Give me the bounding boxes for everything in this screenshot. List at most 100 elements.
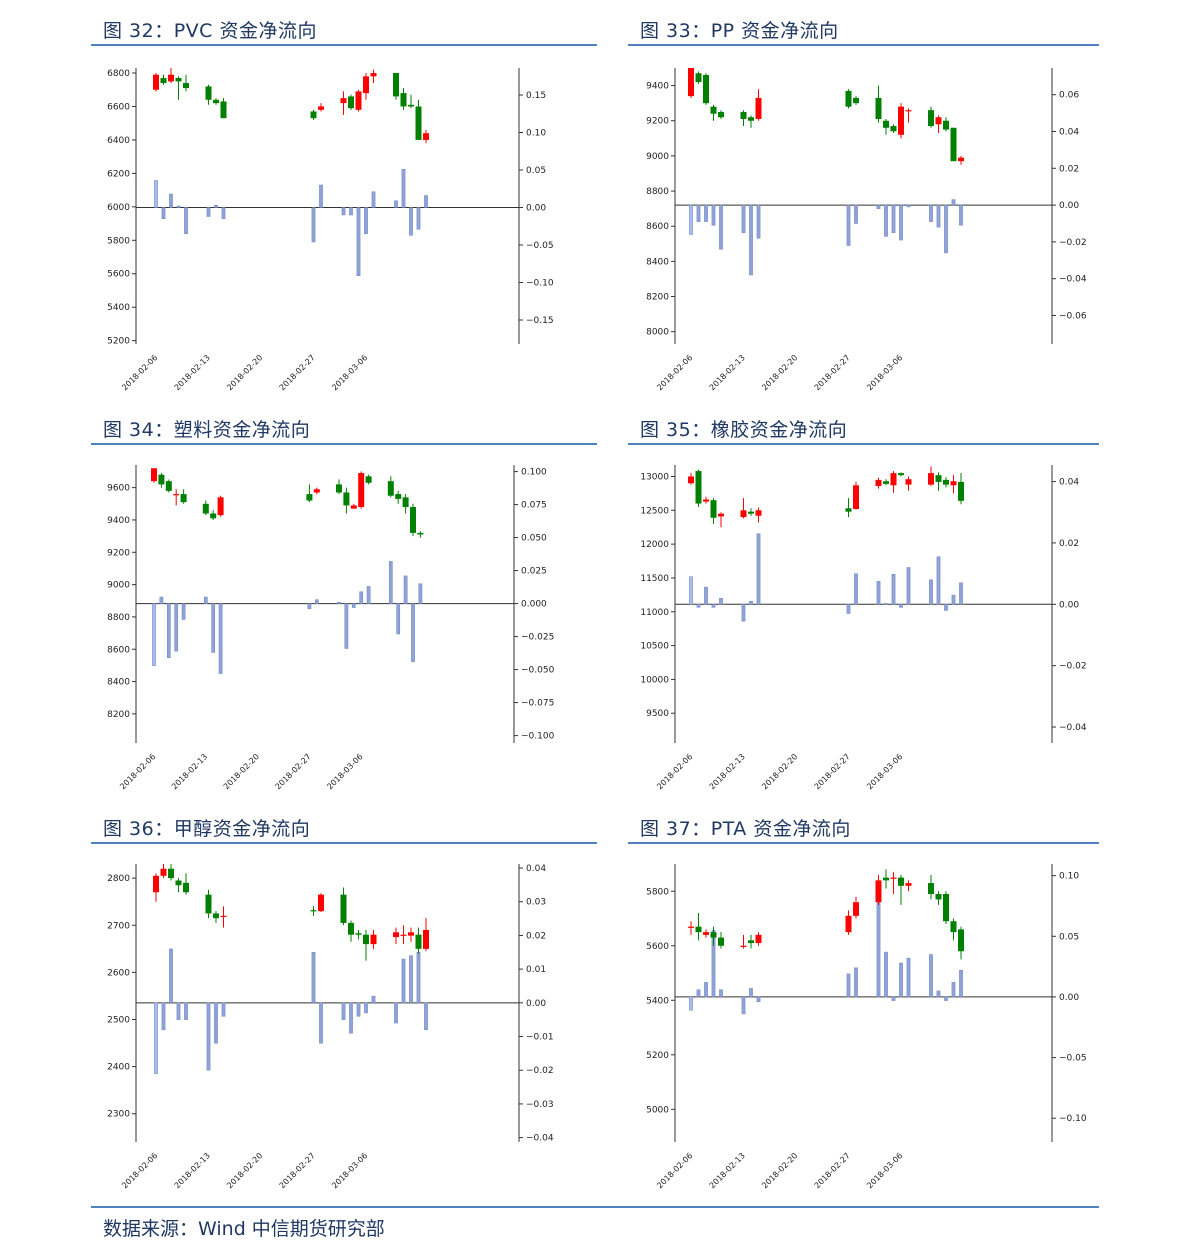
candle-body <box>213 913 219 919</box>
flow-bar <box>756 204 761 239</box>
flow-bar <box>944 204 948 254</box>
flow-bar <box>696 989 701 998</box>
y-tick-label: 8800 <box>646 187 669 197</box>
x-tick-label: 2018-02-27 <box>278 353 317 392</box>
candle-body <box>408 932 414 936</box>
y2-tick-label: 0.00 <box>526 204 546 214</box>
candle-body <box>205 86 212 100</box>
flow-bar <box>936 204 941 228</box>
candle-body <box>748 117 754 121</box>
y-tick-label: 2700 <box>107 921 130 931</box>
flow-bar <box>899 204 903 241</box>
flow-bar <box>719 989 723 998</box>
flow-bar <box>704 204 708 222</box>
candle-body <box>950 127 957 162</box>
y-tick-label: 2600 <box>107 968 130 978</box>
flow-bar <box>152 603 156 666</box>
y-tick-label: 9600 <box>107 484 130 494</box>
y2-tick-label: −0.075 <box>521 699 554 709</box>
y-tick-label: 8600 <box>107 645 130 655</box>
title-rule <box>628 443 1099 445</box>
flow-bar <box>704 586 708 605</box>
flow-bar <box>719 204 723 250</box>
candle-body <box>350 505 357 509</box>
candle-body <box>740 111 747 119</box>
flow-bar <box>364 1002 368 1014</box>
x-tick-label: 2018-03-06 <box>330 353 369 392</box>
candle-body <box>175 880 182 886</box>
flow-bar <box>936 556 941 605</box>
flow-bar <box>349 207 353 216</box>
bottom-rule <box>91 1206 1099 1208</box>
title-rule <box>91 44 597 46</box>
y2-tick-label: 0.15 <box>526 91 546 101</box>
flow-bar <box>876 581 881 605</box>
candle-body <box>310 910 317 912</box>
y2-tick-label: −0.050 <box>521 666 555 676</box>
flow-bar <box>711 204 716 226</box>
candle-body <box>710 932 717 938</box>
candle-body <box>318 894 324 912</box>
candle-body <box>905 479 912 485</box>
candle-body <box>740 510 747 518</box>
flow-bar <box>214 1002 218 1044</box>
flow-bar <box>944 604 948 611</box>
y-tick-label: 9000 <box>646 152 669 162</box>
candle-body <box>898 877 904 886</box>
flow-bar <box>388 561 393 604</box>
flow-bar <box>951 982 956 998</box>
x-tick-label: 2018-02-20 <box>225 353 264 392</box>
y2-tick-label: 0.06 <box>1059 91 1079 101</box>
candle-body <box>695 73 702 83</box>
candle-body <box>898 473 904 476</box>
y-tick-label: 9500 <box>646 709 669 719</box>
y2-tick-label: −0.02 <box>1059 662 1087 672</box>
flow-bar <box>169 193 173 208</box>
flow-bar <box>689 576 693 605</box>
candle-body <box>400 934 407 936</box>
flow-bar <box>159 596 164 604</box>
y-tick-label: 10500 <box>640 642 669 652</box>
y2-tick-label: 0.04 <box>1059 127 1079 137</box>
candle-body <box>890 473 897 486</box>
flow-bar <box>181 603 186 620</box>
chart-title: 图 34：塑料资金净流向 <box>103 419 311 441</box>
y2-tick-label: −0.01 <box>526 1033 554 1043</box>
candle-body <box>168 868 174 879</box>
flow-bar <box>418 583 423 604</box>
candle-body <box>853 97 859 104</box>
flow-bar <box>356 207 361 276</box>
candle-body <box>958 157 964 162</box>
candle-body <box>905 110 912 112</box>
candle-body <box>958 481 964 501</box>
candle-body <box>370 73 377 77</box>
title-rule <box>91 842 597 844</box>
x-tick-label: 2018-02-13 <box>173 1151 212 1190</box>
y-tick-label: 9200 <box>107 548 130 558</box>
candle-body <box>890 877 897 879</box>
candle-body <box>748 511 754 514</box>
flow-bar <box>929 579 933 605</box>
candle-body <box>688 68 694 97</box>
candle-body <box>875 880 882 903</box>
candle-body <box>205 894 212 914</box>
y-tick-label: 5400 <box>646 996 669 1006</box>
candle-body <box>183 83 189 89</box>
x-tick-label: 2018-02-13 <box>708 353 747 392</box>
candle-body <box>718 513 724 517</box>
flow-bar <box>349 1002 353 1034</box>
candle-body <box>165 481 172 491</box>
candle-body <box>890 126 897 132</box>
candle-body <box>158 474 165 485</box>
candle-body <box>175 78 182 82</box>
y-tick-label: 9000 <box>107 581 130 591</box>
candle-body <box>958 929 964 952</box>
flow-bar <box>854 204 858 224</box>
y-tick-label: 10000 <box>640 675 669 685</box>
flow-bar <box>741 204 746 233</box>
flow-bar <box>184 1002 188 1020</box>
y2-tick-label: 0.000 <box>521 600 547 610</box>
chart-title: 图 37：PTA 资金净流向 <box>640 818 851 840</box>
candle-body <box>410 507 416 533</box>
candle-body <box>415 106 422 140</box>
